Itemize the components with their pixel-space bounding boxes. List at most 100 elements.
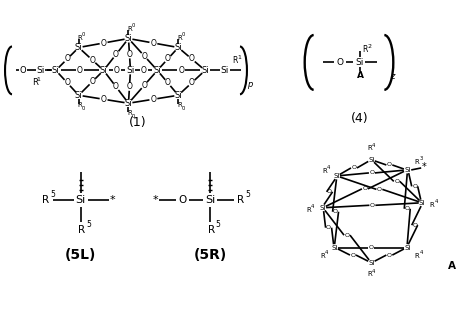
Text: Si: Si [333,173,340,179]
Text: Si: Si [201,66,209,75]
Text: R: R [177,102,182,108]
Text: Si: Si [126,66,135,75]
Text: Si: Si [174,43,182,52]
Text: 4: 4 [327,166,330,171]
Text: R: R [78,225,85,235]
Text: A: A [357,71,364,80]
Text: 4: 4 [372,269,375,274]
Text: Si: Si [368,259,374,265]
Text: O: O [363,186,367,191]
Text: Si: Si [75,91,82,100]
Text: Si: Si [75,43,82,52]
Text: O: O [64,78,70,87]
Text: O: O [150,38,156,48]
Text: 0: 0 [132,23,135,28]
Text: *: * [422,162,427,172]
Text: A: A [448,260,456,270]
Text: 3: 3 [419,156,423,162]
Text: Si: Si [125,99,132,108]
Text: O: O [141,66,147,75]
Text: Si: Si [404,167,410,173]
Text: O: O [412,223,417,228]
Text: Si: Si [404,244,410,251]
Text: Si: Si [36,66,45,75]
Text: 4: 4 [435,199,438,204]
Text: O: O [141,81,147,90]
Text: O: O [64,54,70,64]
Text: 0: 0 [182,106,185,111]
Text: O: O [114,66,120,75]
Text: O: O [141,52,147,60]
Text: O: O [113,50,119,59]
Text: O: O [368,245,374,250]
Text: R: R [177,34,182,40]
Text: O: O [345,233,349,238]
Text: O: O [387,162,392,167]
Text: O: O [127,82,132,91]
Text: R: R [42,195,49,205]
Text: (5R): (5R) [193,248,227,262]
Text: O: O [405,206,410,211]
Text: R: R [77,34,82,40]
Text: O: O [387,253,392,258]
Text: p: p [247,80,253,89]
Text: O: O [333,209,338,214]
Text: R: R [367,271,372,277]
Text: R: R [415,159,419,165]
Text: 4: 4 [372,142,375,147]
Text: 1: 1 [36,77,40,82]
Text: O: O [165,54,171,64]
Text: O: O [19,66,26,75]
Text: Si: Si [319,205,326,211]
Text: O: O [90,56,95,64]
Text: R: R [363,45,368,54]
Text: O: O [369,170,374,175]
Text: Si: Si [125,34,132,43]
Text: R: R [127,26,132,32]
Text: Si: Si [174,91,182,100]
Text: R: R [320,253,325,259]
Text: Si: Si [75,195,86,205]
Text: O: O [100,38,107,48]
Text: Si: Si [419,200,425,206]
Text: O: O [100,95,107,104]
Text: 5: 5 [50,190,55,199]
Text: Si: Si [221,66,229,75]
Text: O: O [377,187,382,192]
Text: O: O [370,203,375,208]
Text: O: O [336,58,343,67]
Text: 4: 4 [325,250,328,255]
Text: O: O [412,184,417,189]
Text: z: z [390,72,394,81]
Text: 5: 5 [246,190,250,199]
Text: (5L): (5L) [65,248,96,262]
Text: 5: 5 [216,220,220,229]
Text: Si: Si [331,244,338,251]
Text: Si: Si [100,66,108,75]
Text: 0: 0 [182,32,185,37]
Text: 5: 5 [86,220,91,229]
Text: 4: 4 [419,250,423,255]
Text: O: O [189,78,195,87]
Text: (4): (4) [351,112,368,125]
Text: 0: 0 [82,32,85,37]
Text: Si: Si [205,195,215,205]
Text: Si: Si [154,66,161,75]
Text: O: O [189,54,195,64]
Text: Si: Si [368,157,374,163]
Text: O: O [77,66,82,75]
Text: Si: Si [52,66,60,75]
Text: (1): (1) [128,115,146,129]
Text: 0: 0 [132,114,135,119]
Text: 2: 2 [367,44,372,49]
Text: 1: 1 [237,55,241,60]
Text: O: O [394,179,399,184]
Text: O: O [165,78,171,87]
Text: R: R [32,78,38,87]
Text: R: R [77,102,82,108]
Text: O: O [178,66,184,75]
Text: 4: 4 [311,204,314,209]
Text: R: R [306,207,311,213]
Text: O: O [327,189,332,194]
Text: O: O [113,82,119,91]
